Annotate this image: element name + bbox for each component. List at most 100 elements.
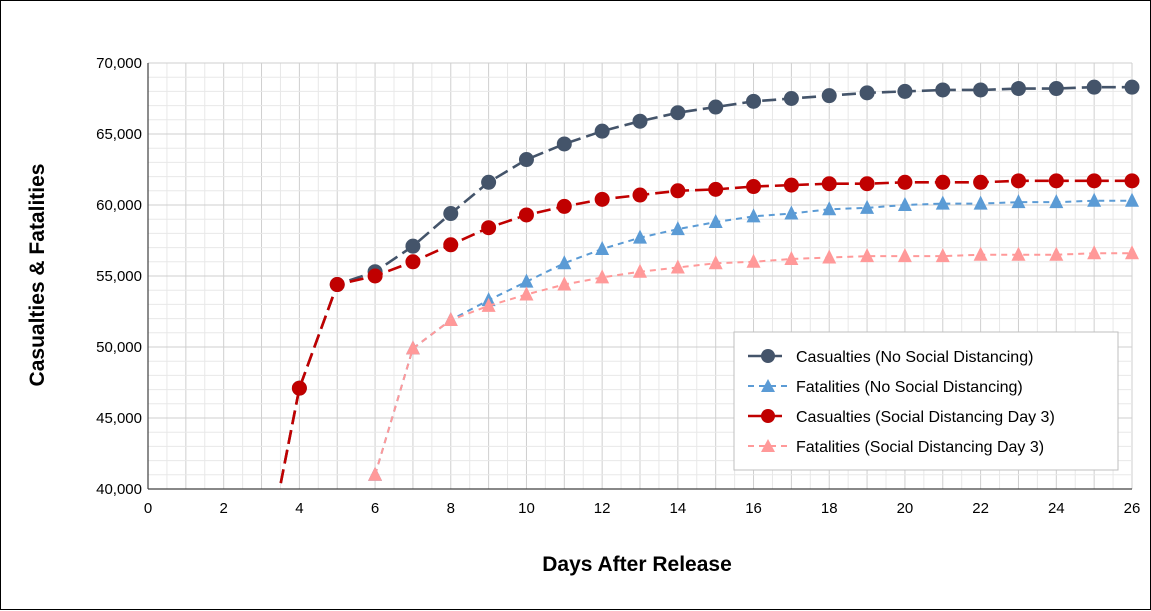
data-point [897, 248, 912, 263]
data-point [821, 88, 837, 104]
series-line [374, 199, 1132, 476]
data-point [746, 208, 761, 223]
data-point [405, 238, 421, 254]
y-axis-title: Casualties & Fatalities [26, 164, 49, 387]
data-point [708, 99, 724, 115]
data-point [784, 205, 799, 220]
data-point [859, 85, 875, 101]
data-point [632, 187, 648, 203]
y-tick-label: 40,000 [96, 481, 142, 498]
data-point [859, 176, 875, 192]
x-tick-label: 20 [897, 500, 914, 517]
data-point [595, 269, 610, 284]
x-tick-label: 22 [972, 500, 989, 517]
data-point [1125, 192, 1139, 207]
data-point [632, 113, 648, 129]
data-point [368, 466, 383, 481]
data-point [973, 82, 989, 98]
data-point [556, 136, 572, 152]
data-point [784, 250, 799, 265]
data-point [519, 286, 534, 301]
x-tick-label: 6 [371, 500, 379, 517]
legend-marker [761, 349, 775, 363]
data-point [935, 174, 951, 190]
legend-label: Casualties (No Social Distancing) [796, 349, 1033, 366]
legend-label: Fatalities (Social Distancing Day 3) [796, 439, 1044, 456]
data-point [746, 253, 761, 268]
data-point [633, 263, 647, 278]
y-tick-label: 65,000 [96, 126, 142, 143]
x-tick-label: 18 [821, 500, 838, 517]
x-tick-label: 14 [670, 500, 687, 517]
x-tick-label: 26 [1124, 500, 1141, 517]
data-point [822, 249, 837, 264]
data-point [935, 248, 950, 263]
data-point [1010, 81, 1026, 97]
data-point [443, 237, 459, 253]
x-axis-title: Days After Release [542, 553, 732, 576]
data-point [594, 123, 610, 139]
data-point [783, 91, 799, 106]
y-tick-label: 60,000 [96, 197, 142, 214]
data-point [821, 176, 837, 192]
x-tick-label: 4 [295, 500, 303, 517]
y-tick-label: 50,000 [96, 339, 142, 356]
series-3 [278, 173, 1140, 489]
data-point [1124, 79, 1140, 95]
data-point [670, 105, 686, 121]
data-point [746, 179, 762, 195]
data-point [1049, 194, 1064, 209]
data-point [367, 268, 383, 284]
legend-item: Casualties (No Social Distancing) [748, 349, 1033, 366]
data-point [973, 246, 988, 261]
x-tick-label: 2 [220, 500, 228, 517]
data-point [860, 248, 875, 263]
legend-label: Fatalities (No Social Distancing) [796, 379, 1023, 396]
data-point [594, 191, 610, 207]
data-point [746, 93, 762, 109]
data-point [443, 206, 459, 222]
data-point [1087, 245, 1102, 260]
data-point [556, 198, 572, 214]
legend-marker [761, 439, 775, 452]
y-tick-label: 70,000 [96, 55, 142, 72]
data-point [405, 254, 421, 270]
data-point [633, 229, 647, 244]
data-point [557, 276, 572, 291]
data-point [329, 277, 345, 293]
data-point [708, 181, 724, 197]
data-point [1087, 192, 1102, 207]
data-point [1125, 245, 1139, 260]
data-point [670, 183, 686, 199]
data-point [1086, 79, 1102, 95]
data-point [405, 340, 420, 355]
data-point [973, 174, 989, 190]
x-tick-label: 10 [518, 500, 535, 517]
y-tick-label: 55,000 [96, 268, 142, 285]
data-point [557, 255, 572, 270]
data-point [1086, 173, 1102, 189]
data-point [291, 380, 307, 396]
x-tick-label: 16 [745, 500, 762, 517]
legend-marker [761, 409, 775, 423]
data-point [708, 255, 723, 270]
series-4 [368, 245, 1139, 481]
data-point [670, 259, 685, 274]
data-point [518, 207, 534, 223]
data-point [897, 174, 913, 190]
x-tick-label: 8 [447, 500, 455, 517]
data-point [1124, 173, 1140, 189]
y-tick-label: 45,000 [96, 410, 142, 427]
data-point [1010, 173, 1026, 189]
data-point [1048, 81, 1064, 97]
data-point [443, 312, 458, 327]
data-point [897, 83, 913, 99]
legend-marker [761, 379, 775, 392]
data-point [670, 221, 685, 236]
legend-item: Fatalities (Social Distancing Day 3) [748, 439, 1044, 456]
x-tick-label: 12 [594, 500, 611, 517]
data-point [897, 197, 912, 211]
data-point [481, 297, 496, 312]
